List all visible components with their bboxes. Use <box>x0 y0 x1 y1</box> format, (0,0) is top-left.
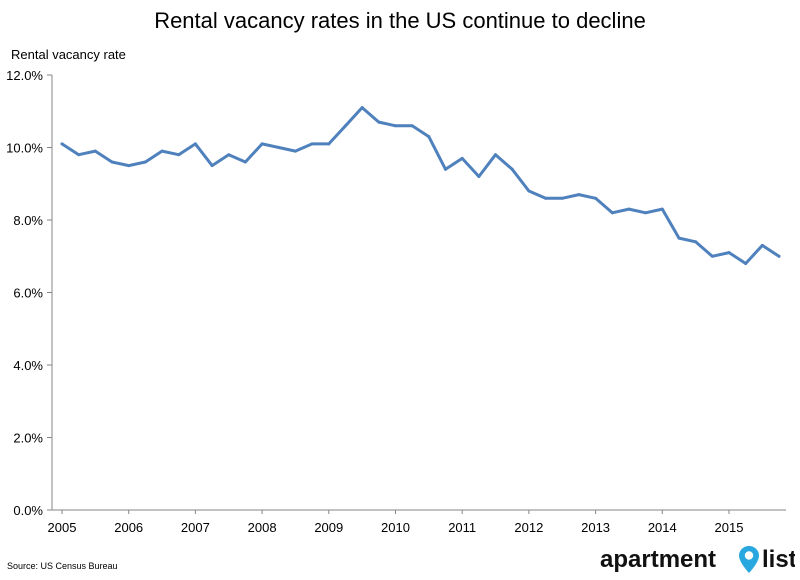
x-tick-label: 2006 <box>114 520 143 535</box>
x-tick-label: 2011 <box>448 520 476 535</box>
x-tick-label: 2009 <box>314 520 343 535</box>
data-point <box>444 167 448 171</box>
y-tick-label: 6.0% <box>13 286 43 301</box>
data-point <box>243 160 247 164</box>
line-chart: 0.0% 2.0% 4.0% 6.0% 8.0% 10.0% 12.0% 2005 2006 20… <box>6 68 786 535</box>
y-tick-label: 8.0% <box>13 213 43 228</box>
data-point <box>177 153 181 157</box>
data-point <box>777 254 781 258</box>
logo-text-list: list <box>762 546 795 573</box>
chart-title: Rental vacancy rates in the US continue … <box>154 8 646 33</box>
x-tick-label: 2005 <box>48 520 77 535</box>
data-point <box>393 124 397 128</box>
data-point <box>727 251 731 255</box>
data-point <box>477 175 481 178</box>
data-point <box>760 243 764 247</box>
data-point <box>277 146 281 149</box>
data-point <box>160 149 164 153</box>
data-point <box>327 142 331 146</box>
data-point <box>560 196 564 200</box>
data-point <box>343 124 347 128</box>
data-point <box>744 262 748 265</box>
x-tick-label: 2015 <box>715 520 744 535</box>
data-point <box>677 236 681 240</box>
data-point <box>460 156 464 160</box>
y-tick-label: 0.0% <box>13 503 43 518</box>
data-point <box>377 120 381 124</box>
y-tick-label: 10.0% <box>6 141 43 156</box>
x-tick-label: 2014 <box>648 520 677 535</box>
y-axis-label: Rental vacancy rate <box>11 47 126 62</box>
data-point <box>293 149 297 153</box>
data-point <box>494 153 498 157</box>
data-point <box>260 142 264 146</box>
data-point <box>210 164 214 168</box>
data-point <box>77 153 81 157</box>
x-tick-label: 2007 <box>181 520 210 535</box>
data-point <box>627 207 631 211</box>
data-point <box>644 211 648 215</box>
data-point <box>60 142 64 146</box>
data-point <box>610 211 614 215</box>
data-point <box>193 142 197 146</box>
data-point <box>594 196 598 200</box>
data-point <box>710 254 714 258</box>
y-tick-label: 2.0% <box>13 431 43 446</box>
data-point <box>410 124 414 128</box>
data-point <box>694 240 698 244</box>
x-tick-label: 2013 <box>581 520 610 535</box>
apartment-list-logo: apartment list <box>600 546 795 573</box>
source-note: Source: US Census Bureau <box>7 561 118 571</box>
map-pin-icon <box>739 546 759 573</box>
data-point <box>660 207 664 211</box>
series-line-vacancy-rate <box>60 106 781 265</box>
data-point <box>143 160 147 164</box>
x-tick-label: 2012 <box>514 520 543 535</box>
data-point <box>544 196 548 200</box>
data-point <box>127 164 131 168</box>
data-point <box>227 153 231 157</box>
y-tick-label: 12.0% <box>6 68 43 83</box>
logo-text-apartment: apartment <box>600 546 716 573</box>
x-tick-label: 2010 <box>381 520 410 535</box>
data-point <box>310 142 314 146</box>
y-tick-label: 4.0% <box>13 358 43 373</box>
x-tick-label: 2008 <box>248 520 277 535</box>
data-point <box>427 135 431 139</box>
data-point <box>577 193 581 197</box>
data-point <box>510 167 514 171</box>
data-point <box>360 106 364 110</box>
data-point <box>110 160 114 164</box>
data-point <box>93 149 97 153</box>
data-point <box>527 189 531 193</box>
